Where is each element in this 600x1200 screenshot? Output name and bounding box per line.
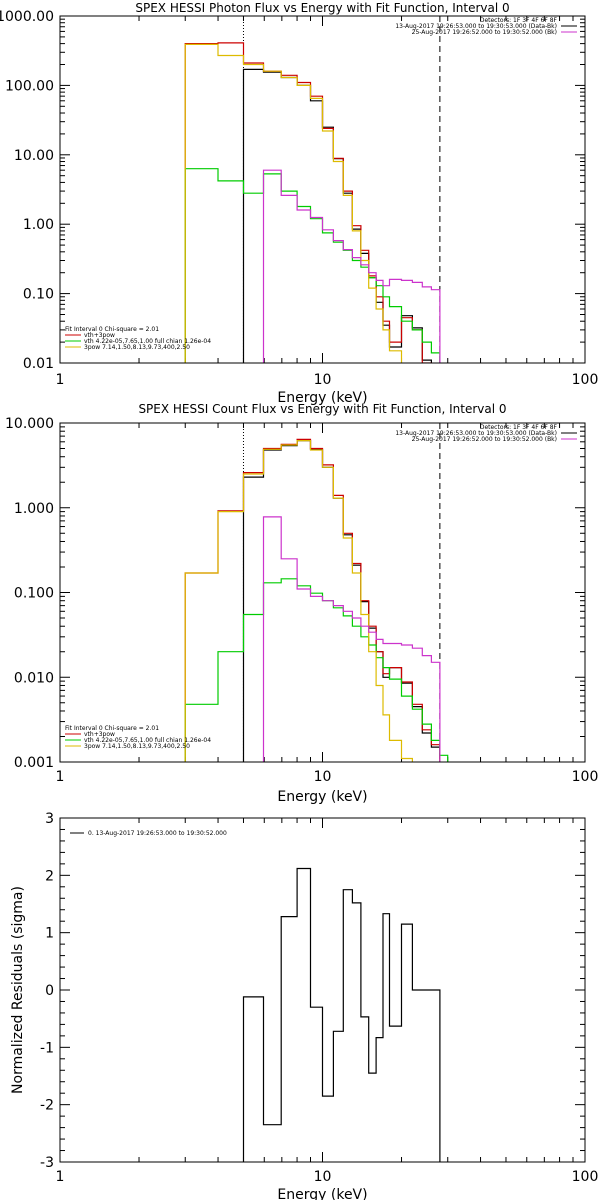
legend-bottom-text: 3pow 7.14,1.50,8.13,9.73,400,2.50 [84, 743, 190, 750]
series-residuals [242, 867, 441, 1162]
legend-bottom-text: vth+3pow [84, 332, 115, 339]
plot-area [184, 423, 449, 762]
x-axis-label: Energy (keV) [277, 390, 367, 406]
series-vth [184, 578, 449, 762]
legend-top-text: Detectors: 1F 3F 4F 6F 8F [480, 424, 558, 431]
x-tick-label: 10 [314, 372, 332, 388]
series-data-bk [242, 68, 432, 363]
legend-bottom-text: Fit Interval 0 Chi-square = 2.01 [65, 326, 159, 333]
y-tick-label: -1 [40, 1040, 54, 1056]
plot-frame [59, 817, 586, 1163]
x-tick-label: 100 [572, 769, 599, 785]
legend-bottom-text: vth 4.22e-05,7.65,1.00 full chian 1.26e-… [84, 338, 211, 345]
x-axis-label: Energy (keV) [277, 789, 367, 805]
series-vth-3pow [184, 438, 441, 762]
y-tick-label: -2 [40, 1098, 54, 1114]
legend-text: 0. 13-Aug-2017 19:26:53.000 to 19:30:52.… [88, 830, 227, 837]
legend-bottom-text: Fit Interval 0 Chi-square = 2.01 [65, 725, 159, 732]
y-tick-label: 10.00 [14, 148, 54, 164]
chart-panel-1: SPEX HESSI Count Flux vs Energy with Fit… [5, 402, 598, 805]
x-tick-label: 100 [572, 1169, 599, 1185]
legend-top-text: 13-Aug-2017 19:26:53.000 to 19:30:53.000… [395, 430, 557, 437]
y-tick-label: 3 [45, 811, 54, 827]
y-tick-label: 0 [45, 983, 54, 999]
y-tick-label: 1 [45, 926, 54, 942]
y-tick-label: 0.010 [14, 670, 54, 686]
legend-bottom-text: 3pow 7.14,1.50,8.13,9.73,400,2.50 [84, 344, 190, 351]
x-tick-label: 1 [56, 372, 65, 388]
y-tick-label: 0.001 [14, 755, 54, 771]
chart-panel-2: 1 10 100 -3 -2 -1 0 1 2 3 Energy (keV) Normalized R… [10, 811, 598, 1200]
x-tick-label: 1 [56, 1169, 65, 1185]
y-tick-label: 1.000 [14, 501, 54, 517]
x-tick-label: 10 [314, 769, 332, 785]
chart-panel-0: SPEX HESSI Photon Flux vs Energy with Fi… [0, 1, 598, 406]
x-tick-label: 10 [314, 1169, 332, 1185]
legend-bottom-text: vth 4.22e-05,7.65,1.00 full chian 1.26e-… [84, 737, 211, 744]
plot-frame [59, 422, 586, 763]
legend-top-text: 25-Aug-2017 19:26:52.000 to 19:30:52.000… [412, 29, 557, 36]
series-3pow [184, 43, 403, 363]
y-tick-label: 0.01 [23, 356, 54, 372]
plot-frame [59, 15, 586, 364]
legend-bottom-text: vth+3pow [84, 731, 115, 738]
series-3pow [184, 440, 413, 762]
y-tick-label: 2 [45, 868, 54, 884]
series-vth [184, 168, 441, 363]
legend-top-text: 13-Aug-2017 19:26:53.000 to 19:30:53.000… [395, 23, 557, 30]
y-tick-label: 100.00 [5, 78, 54, 94]
y-tick-label: 10.000 [5, 416, 54, 432]
chart-title: SPEX HESSI Count Flux vs Energy with Fit… [138, 402, 506, 416]
y-tick-label: 1.00 [23, 217, 54, 233]
chart-title: SPEX HESSI Photon Flux vs Energy with Fi… [135, 1, 509, 15]
y-tick-label: 1000.00 [0, 9, 54, 25]
series-bk [262, 169, 441, 363]
x-tick-label: 1 [56, 769, 65, 785]
y-axis-label: Normalized Residuals (sigma) [10, 886, 26, 1094]
series-data-bk [242, 440, 441, 762]
x-tick-label: 100 [572, 372, 599, 388]
plot-area [242, 867, 441, 1162]
y-tick-label: 0.100 [14, 586, 54, 602]
y-tick-label: 0.10 [23, 287, 54, 303]
x-axis-label: Energy (keV) [277, 1187, 367, 1200]
y-tick-label: -3 [40, 1155, 54, 1171]
legend-top-text: Detectors: 1F 3F 4F 6F 8F [480, 17, 558, 24]
plot-area [184, 16, 441, 363]
legend-top-text: 25-Aug-2017 19:26:52.000 to 19:30:52.000… [412, 436, 557, 443]
series-bk [262, 516, 441, 762]
series-vth-3pow [184, 42, 432, 363]
